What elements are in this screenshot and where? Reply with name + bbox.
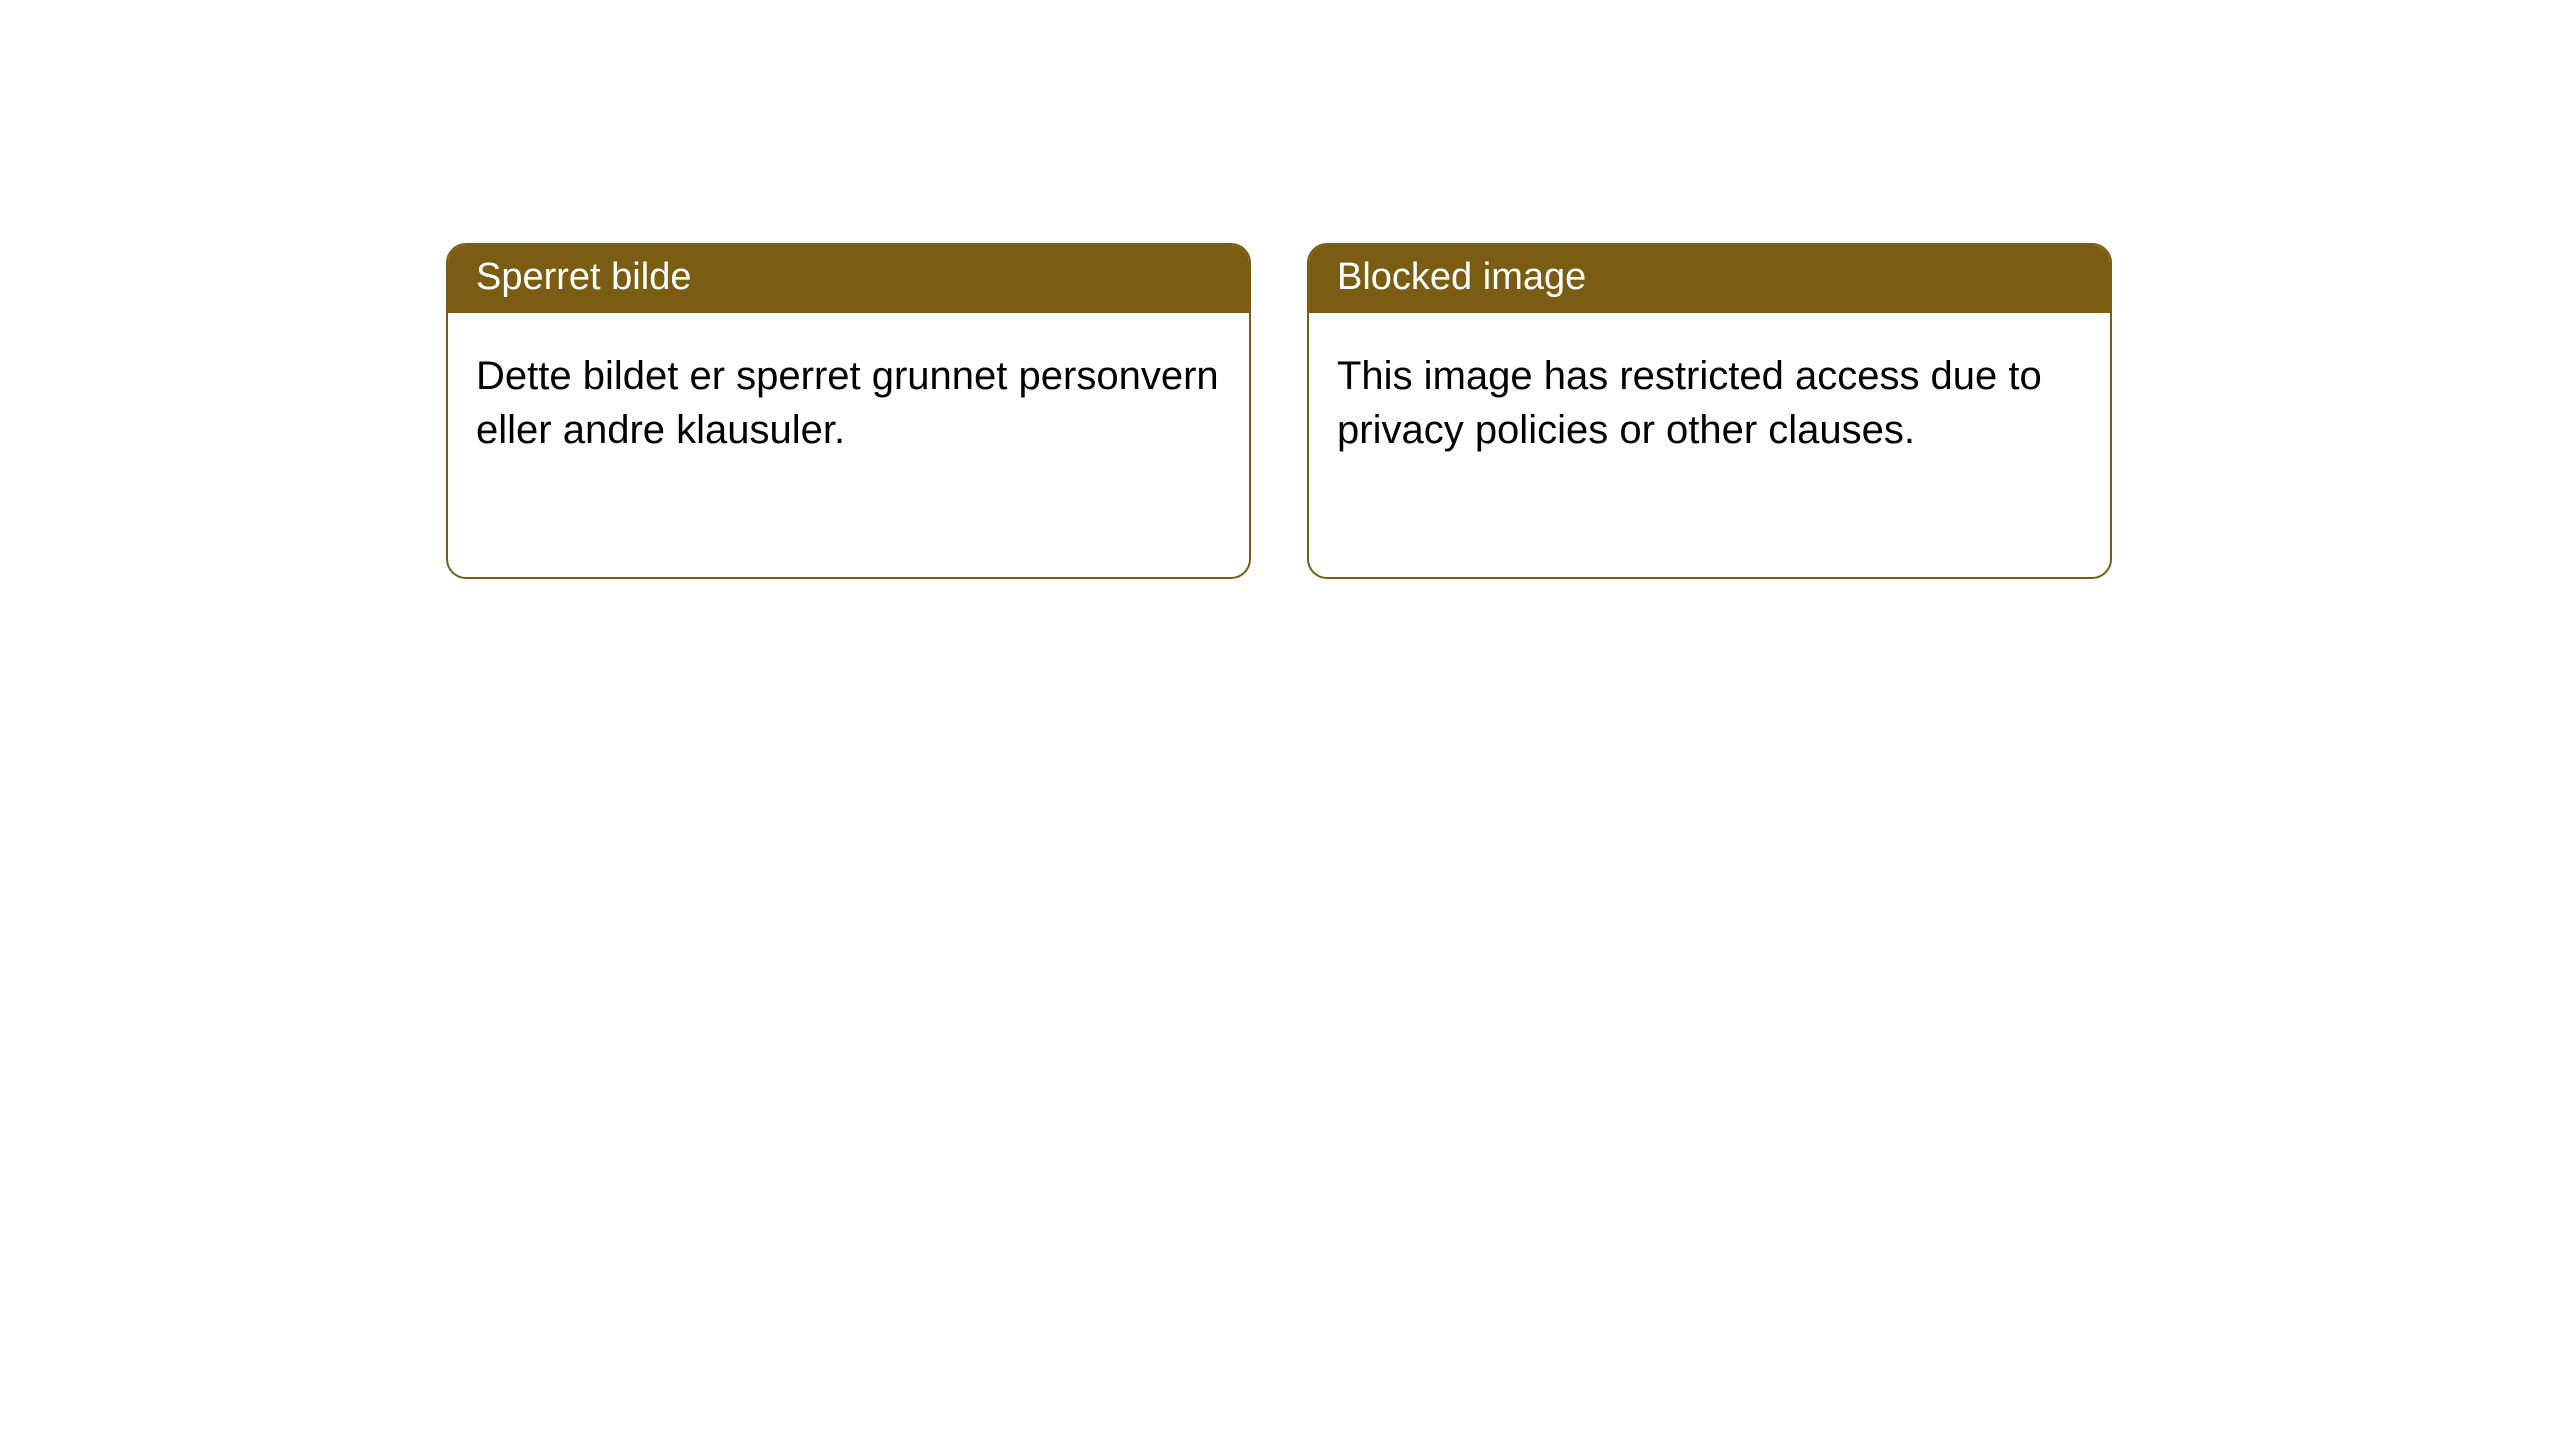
notice-card-norwegian: Sperret bilde Dette bildet er sperret gr… — [446, 243, 1251, 579]
notice-body-norwegian: Dette bildet er sperret grunnet personve… — [448, 313, 1249, 493]
notice-body-english: This image has restricted access due to … — [1309, 313, 2110, 493]
notice-header-norwegian: Sperret bilde — [448, 245, 1249, 313]
notice-container: Sperret bilde Dette bildet er sperret gr… — [446, 243, 2112, 579]
notice-header-english: Blocked image — [1309, 245, 2110, 313]
notice-card-english: Blocked image This image has restricted … — [1307, 243, 2112, 579]
